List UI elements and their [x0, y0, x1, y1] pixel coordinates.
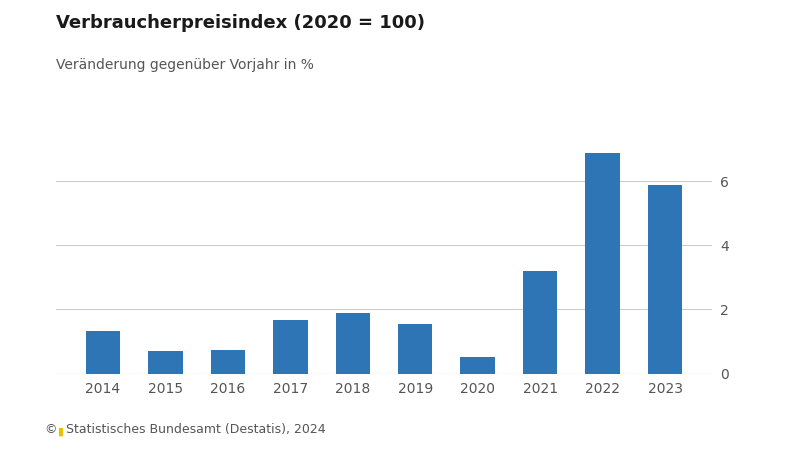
Text: ©: © — [44, 423, 57, 436]
Bar — [523, 271, 558, 373]
Bar — [86, 331, 120, 374]
Bar — [648, 185, 682, 374]
Bar — [398, 324, 432, 374]
Bar — [586, 153, 620, 374]
Bar — [461, 357, 495, 374]
Bar — [148, 351, 182, 374]
Text: ▮: ▮ — [58, 427, 64, 436]
Text: Veränderung gegenüber Vorjahr in %: Veränderung gegenüber Vorjahr in % — [56, 58, 314, 72]
Bar — [273, 320, 307, 374]
Text: Statistisches Bundesamt (Destatis), 2024: Statistisches Bundesamt (Destatis), 2024 — [66, 423, 326, 436]
Bar — [336, 313, 370, 374]
Bar — [210, 351, 245, 374]
Text: Verbraucherpreisindex (2020 = 100): Verbraucherpreisindex (2020 = 100) — [56, 14, 425, 32]
